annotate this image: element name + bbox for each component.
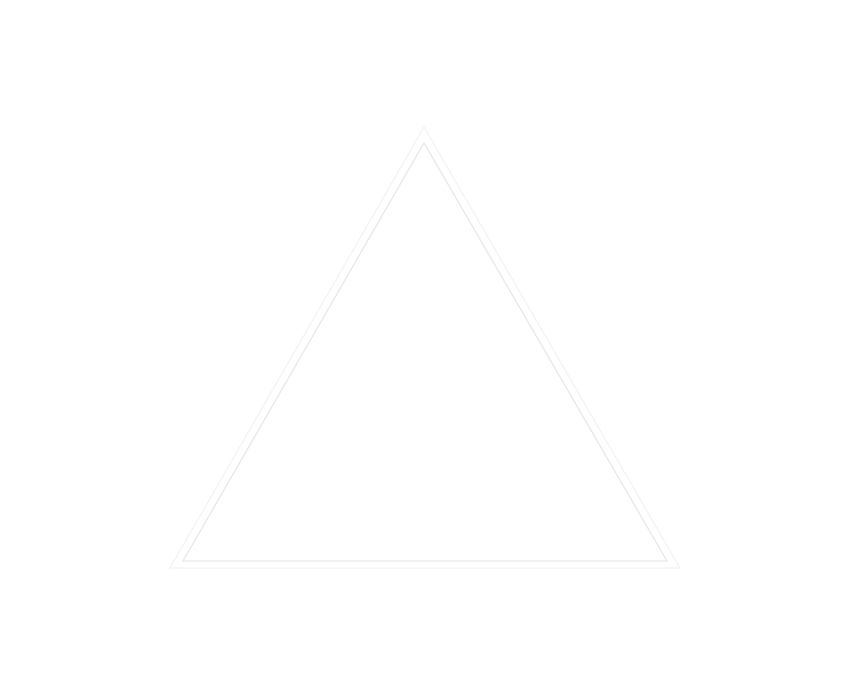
triangle-outer-outline: [168, 125, 682, 569]
triangle-inner-outline: [181, 141, 669, 562]
